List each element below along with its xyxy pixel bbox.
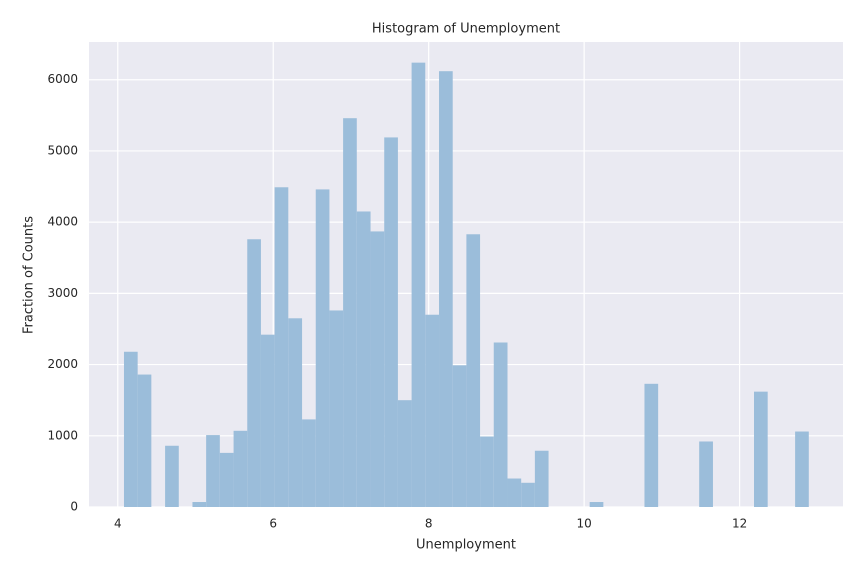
x-axis-label: Unemployment <box>416 538 516 553</box>
bar <box>507 478 522 507</box>
bar <box>480 436 494 507</box>
bar <box>466 234 481 507</box>
bar <box>795 431 809 507</box>
bar <box>534 450 549 507</box>
y-tick-label: 3000 <box>47 286 78 300</box>
bar <box>753 391 768 507</box>
y-tick-label: 5000 <box>47 143 78 157</box>
x-tick-label: 10 <box>577 517 592 531</box>
chart-title: Histogram of Unemployment <box>372 22 560 37</box>
y-tick-label: 2000 <box>47 357 78 371</box>
x-tick-label: 6 <box>269 517 277 531</box>
bar <box>315 189 330 507</box>
y-axis-label: Fraction of Counts <box>22 216 37 334</box>
y-tick-label: 0 <box>70 500 78 514</box>
bar <box>493 342 508 507</box>
bar <box>439 71 453 508</box>
bars <box>123 62 809 508</box>
bar <box>288 318 303 507</box>
bar <box>247 239 261 507</box>
bar <box>192 502 207 507</box>
bar <box>233 430 248 507</box>
bar <box>699 441 713 507</box>
bar <box>356 211 371 508</box>
bar <box>644 383 659 507</box>
bar <box>123 351 138 507</box>
y-tick-label: 6000 <box>47 72 78 86</box>
bar <box>329 310 344 507</box>
y-tick-label: 1000 <box>47 428 78 442</box>
bar <box>589 502 604 507</box>
bar <box>425 314 440 507</box>
bar <box>452 365 467 507</box>
bar <box>274 187 289 507</box>
bar <box>137 374 152 507</box>
bar <box>384 137 398 507</box>
bar <box>370 231 385 507</box>
x-tick-label: 8 <box>425 517 433 531</box>
bar <box>206 435 220 507</box>
y-tick-label: 4000 <box>47 215 78 229</box>
bar <box>411 62 426 507</box>
bar <box>219 452 234 507</box>
bar <box>302 419 316 507</box>
bar <box>260 334 275 507</box>
labels: 0 1000 2000 3000 4000 5000 6000 4 6 8 10 12 <box>47 72 747 530</box>
x-tick-label: 4 <box>114 517 122 531</box>
bar <box>165 445 179 507</box>
bar <box>521 482 535 507</box>
bar <box>343 118 357 507</box>
bar <box>397 400 412 507</box>
x-tick-label: 12 <box>732 517 747 531</box>
